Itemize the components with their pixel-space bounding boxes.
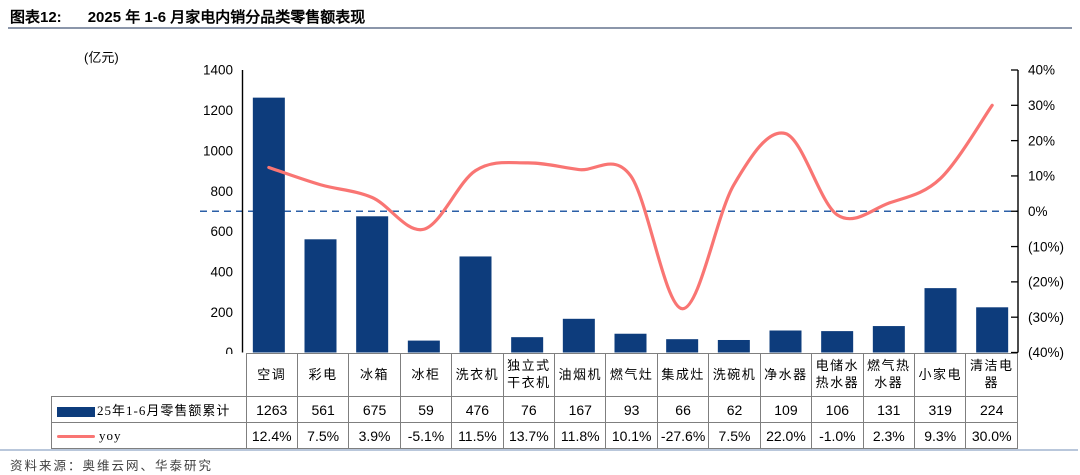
left-axis-tick-label: 1400 <box>203 63 233 78</box>
right-axis-tick-label: 0% <box>1028 204 1048 219</box>
value-cell-8: 66 <box>656 396 710 423</box>
category-header-1: 彩电 <box>296 353 350 397</box>
bar-9 <box>717 339 750 353</box>
bar-12 <box>872 326 905 353</box>
category-header-11: 电储水热水器 <box>811 353 864 397</box>
yoy-cell-2: 3.9% <box>348 422 401 449</box>
value-cell-1: 561 <box>296 396 350 423</box>
data-table: 空调 彩电 冰箱 冰柜 洗衣机 独立式干衣机 油烟机 燃气灶 集成灶 洗碗机 净水器 电储水热水器 燃气… <box>51 353 1018 449</box>
left-axis-tick-label: 200 <box>210 305 233 320</box>
category-header-12: 燃气热水器 <box>862 353 915 397</box>
value-cell-9: 62 <box>708 396 761 423</box>
line-legend-swatch <box>57 435 95 439</box>
yoy-cell-14: 30.0% <box>965 422 1018 449</box>
bar-0 <box>252 97 285 353</box>
category-header-8: 集成灶 <box>656 353 710 397</box>
yoy-cell-5: 13.7% <box>502 422 556 449</box>
bar-8 <box>666 339 699 353</box>
right-axis-tick-label: 30% <box>1028 98 1055 113</box>
bar-5 <box>511 337 544 353</box>
right-axis-tick-label: (20%) <box>1028 275 1064 290</box>
bar-13 <box>924 288 957 353</box>
right-axis-tick-label: (40%) <box>1028 345 1064 360</box>
legend-cell: 25年1-6月零售额累计 <box>51 396 247 423</box>
category-header-0: 空调 <box>245 353 298 397</box>
left-axis-tick-label: 0 <box>225 345 233 360</box>
left-axis-labels: 1400 1200 1000 800 600 400 200 0 <box>203 63 233 361</box>
bar-2 <box>356 216 389 353</box>
right-axis-tick-label: (30%) <box>1028 310 1064 325</box>
value-cell-3: 59 <box>399 396 453 423</box>
left-axis-tick-label: 1200 <box>203 103 233 118</box>
yoy-cell-1: 7.5% <box>296 422 350 449</box>
category-header-2: 冰箱 <box>348 353 401 397</box>
value-cell-13: 319 <box>913 396 967 423</box>
figure-number: 图表12: <box>10 9 62 26</box>
bar-7 <box>614 333 647 353</box>
yoy-cell-12: 2.3% <box>862 422 915 449</box>
bar-11 <box>821 331 854 353</box>
right-axis-tick-label: 40% <box>1028 63 1055 78</box>
legend-cell: yoy <box>51 422 247 449</box>
value-cell-14: 224 <box>965 396 1018 423</box>
bar-legend-swatch <box>57 407 95 418</box>
category-header-10: 净水器 <box>759 353 813 397</box>
figure-header: 图表12: 2025 年 1-6 月家电内销分品类零售额表现 <box>10 6 365 27</box>
title-divider <box>8 27 1072 29</box>
bar-6 <box>562 318 595 353</box>
yoy-cell-3: -5.1% <box>399 422 453 449</box>
value-cell-2: 675 <box>348 396 401 423</box>
left-axis-tick-label: 400 <box>210 265 233 280</box>
category-header-6: 油烟机 <box>554 353 607 397</box>
value-cell-0: 1263 <box>245 396 298 423</box>
category-header-7: 燃气灶 <box>605 353 658 397</box>
yoy-cell-7: 10.1% <box>605 422 658 449</box>
bar-10 <box>769 330 802 353</box>
yoy-cell-0: 12.4% <box>245 422 298 449</box>
source-divider <box>0 449 1078 451</box>
left-axis-unit: (亿元) <box>84 50 119 65</box>
right-axis-tick-label: 10% <box>1028 169 1055 184</box>
category-header-3: 冰柜 <box>399 353 453 397</box>
bar-3 <box>407 340 440 353</box>
category-header-4: 洗衣机 <box>451 353 504 397</box>
category-header-9: 洗碗机 <box>708 353 761 397</box>
table-corner-cell <box>51 353 246 397</box>
value-cell-12: 131 <box>862 396 915 423</box>
right-axis-tick-label: 20% <box>1028 133 1055 148</box>
figure-title: 2025 年 1-6 月家电内销分品类零售额表现 <box>87 9 366 26</box>
value-cell-4: 476 <box>451 396 504 423</box>
left-axis-tick-label: 1000 <box>203 143 233 158</box>
bar-legend-label: 25年1-6月零售额累计 <box>97 403 231 418</box>
value-cell-7: 93 <box>605 396 658 423</box>
line-legend-label: yoy <box>99 427 122 443</box>
bar-4 <box>459 256 492 353</box>
yoy-cell-6: 11.8% <box>554 422 607 449</box>
yoy-cell-11: -1.0% <box>811 422 864 449</box>
yoy-cell-4: 11.5% <box>451 422 504 449</box>
yoy-cell-13: 9.3% <box>913 422 967 449</box>
yoy-line <box>267 103 994 311</box>
category-header-5: 独立式干衣机 <box>502 353 556 397</box>
bar-series <box>252 97 1009 353</box>
bar-1 <box>304 239 337 353</box>
yoy-cell-9: 7.5% <box>708 422 761 449</box>
yoy-cell-10: 22.0% <box>759 422 813 449</box>
table-body: 空调 彩电 冰箱 冰柜 洗衣机 独立式干衣机 油烟机 燃气灶 集成灶 洗碗机 净水器 电储水热水器 燃气… <box>51 353 1018 449</box>
right-axis-tick-label: (10%) <box>1028 239 1064 254</box>
source-note: 资料来源：奥维云网、华泰研究 <box>10 459 214 473</box>
category-header-13: 小家电 <box>913 353 967 397</box>
value-cell-10: 109 <box>759 396 813 423</box>
left-axis-tick-label: 800 <box>210 184 233 199</box>
yoy-cell-8: -27.6% <box>656 422 710 449</box>
value-cell-11: 106 <box>811 396 864 423</box>
category-header-14: 清洁电器 <box>965 353 1018 397</box>
value-cell-5: 76 <box>502 396 556 423</box>
bar-14 <box>976 307 1009 353</box>
left-axis-tick-label: 600 <box>210 224 233 239</box>
right-axis-labels: 40% 30% 20% 10% 0% (10%) (20%) (30%) (40%) <box>1011 63 1064 360</box>
value-cell-6: 167 <box>554 396 607 423</box>
